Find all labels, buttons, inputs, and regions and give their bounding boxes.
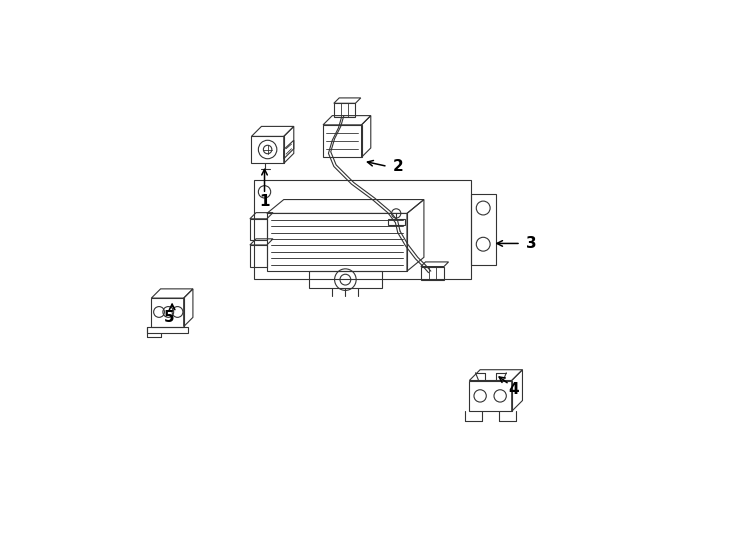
Text: 1: 1 (259, 194, 270, 210)
Text: 2: 2 (393, 159, 403, 174)
Text: 5: 5 (164, 310, 175, 325)
Text: 3: 3 (526, 236, 537, 251)
Text: 4: 4 (508, 382, 518, 397)
